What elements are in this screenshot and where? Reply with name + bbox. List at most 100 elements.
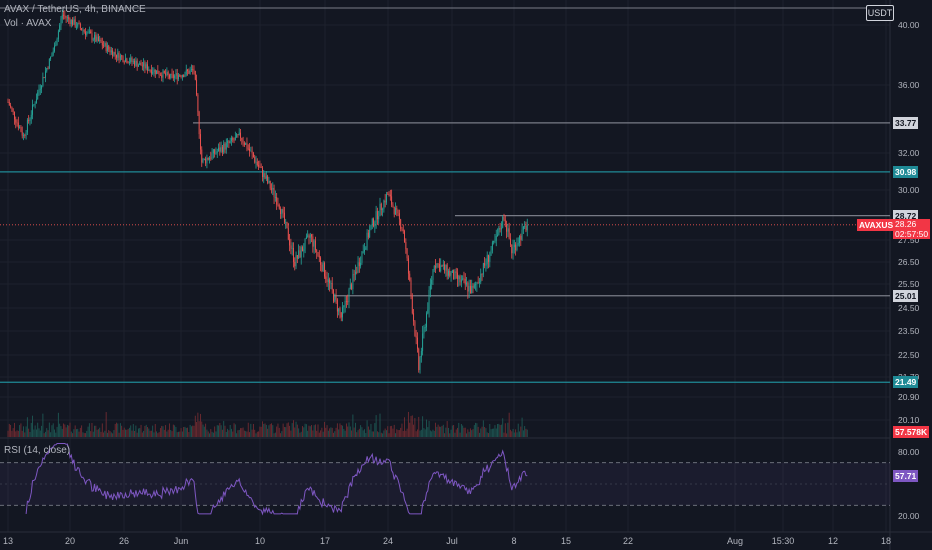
volume-bar [410,415,412,437]
time-tick-label: Jun [174,536,189,546]
time-axis[interactable]: 13 20 26 Jun 10 17 24 Jul 8 15 22 Aug 15:30 12 18 [3,536,891,546]
currency-box[interactable]: USDT [866,5,894,21]
volume-bar [336,423,338,437]
candle-body [436,263,438,268]
volume-bar [507,422,509,437]
candle-body [375,211,377,223]
candle-body [273,187,275,198]
candle-body [178,75,179,80]
candle-body [469,285,471,294]
price-tick-label: 27.50 [898,235,920,245]
candle-body [145,64,147,69]
candle-body [188,70,190,74]
volume-bar [265,424,267,437]
candle-body [383,200,385,210]
candle-body [389,194,391,197]
candle-body [56,39,58,46]
price-tick-label: 24.50 [898,303,920,313]
volume-bar [364,429,365,437]
candle-body [227,141,229,143]
candle-body [42,77,44,86]
price-axis[interactable]: 40.00 36.00 32.00 30.00 27.50 26.50 25.50 24.50… [898,20,920,521]
volume-bar [150,430,152,437]
volume-bar [29,431,31,437]
volume-bar [189,424,191,437]
volume-bar [231,428,232,437]
candle-body [424,327,426,329]
volume-bar [241,428,243,437]
volume-bar [498,423,500,437]
candle-body [313,240,315,247]
volume-bar [54,429,55,437]
candle-body [176,73,178,80]
time-tick-label: 22 [623,536,633,546]
volume-bar [479,432,480,437]
rsi-legend[interactable]: RSI (14, close) [4,445,71,456]
horizontal-levels[interactable] [0,7,890,383]
price-tick-label: 25.50 [898,279,920,289]
volume-bar [521,417,523,437]
volume-bar [138,428,139,437]
candle-body [187,69,188,71]
candle-body [449,270,451,276]
volume-bar [499,424,501,437]
candle-body [250,150,252,152]
candle-body [329,279,331,284]
candle-body [370,225,372,230]
volume-bar [14,422,15,437]
volume-bar [256,431,258,437]
volume-bar [264,423,266,437]
candle-body [90,31,92,34]
price-tick-label: 30.00 [898,185,920,195]
symbol-legend[interactable]: AVAX / TetherUS, 4h, BINANCE [4,4,146,15]
volume-bar [105,412,107,437]
volume-bar [418,416,420,437]
volume-bar [169,423,170,437]
volume-bar [382,433,384,437]
candle-body [95,35,97,42]
candle-body [507,228,509,232]
candle-body [356,271,358,273]
candle-body [104,43,106,46]
candle-body [167,72,169,75]
candle-body [63,14,64,16]
candle-body [97,36,99,42]
volume-bar [225,431,227,437]
volume-bar [345,423,347,437]
candle-body [122,56,124,62]
volume-bar [42,413,44,437]
candle-body [55,45,57,47]
volume-bar [525,428,527,437]
volume-bar [409,422,411,437]
level-price-tag: 28.72 [893,209,919,222]
volume-bar [289,425,291,437]
candle-body [141,65,143,67]
candle-body [241,137,243,141]
volume-bar [362,430,364,437]
volume-bar [380,432,382,437]
volume-bar [206,429,208,437]
candle-body [397,209,399,214]
volume-bar [365,433,367,437]
candle-body [246,143,248,149]
candle-body [471,285,473,294]
candle-body [503,216,505,220]
candle-body [296,255,298,259]
volume-bar [312,430,314,437]
volume-bar [91,422,93,437]
volume-legend[interactable]: Vol · AVAX [4,18,52,29]
volume-bar [179,431,181,437]
candle-body [107,45,108,51]
volume-bar [97,429,99,437]
candle-body [121,55,123,57]
candle-body [302,247,303,252]
candle-body [161,75,163,78]
candle-body [435,266,436,268]
volume-bar [122,429,124,437]
candle-body [280,208,281,215]
candle-body [422,333,424,352]
candle-body [153,69,155,73]
candle-body [181,75,183,78]
candle-body [369,229,371,238]
